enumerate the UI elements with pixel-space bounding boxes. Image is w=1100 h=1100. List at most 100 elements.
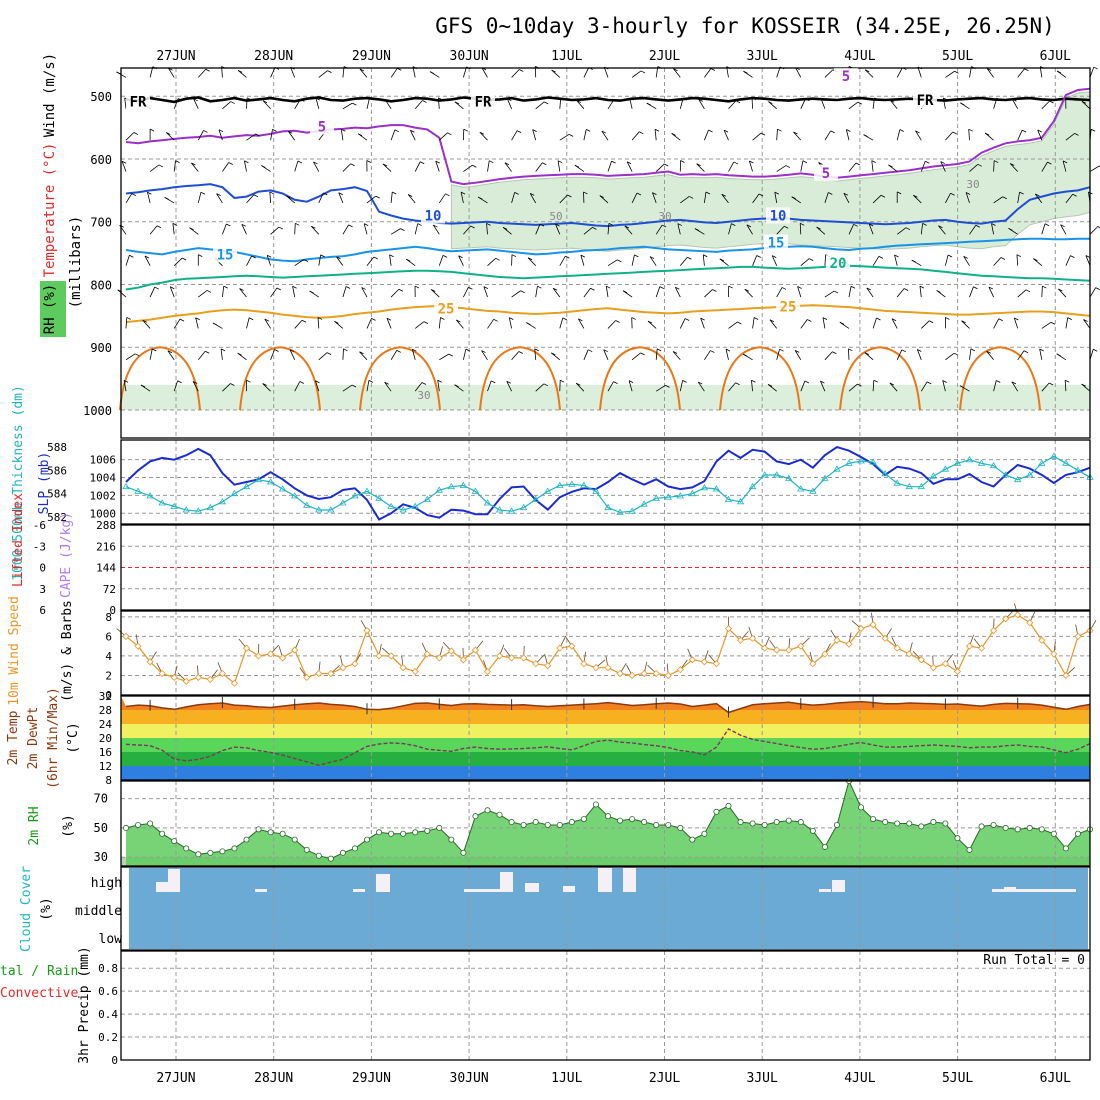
wind-barb (191, 162, 199, 172)
precip-legend-convective: Convective (0, 986, 78, 1001)
wind-barb-flag (818, 162, 823, 165)
wind-barb (270, 129, 273, 141)
wind-barb-flag (502, 227, 508, 230)
wind10-point (459, 656, 467, 664)
wind-barb-flag (760, 132, 766, 136)
wind-barb-flag (636, 192, 642, 196)
wind-barb (269, 191, 271, 203)
wind-barb-flag (580, 254, 586, 258)
rh2m-point (1038, 826, 1045, 833)
wind-barb-flag (361, 287, 366, 290)
wind-barb-flag (278, 226, 284, 230)
wind-barb (414, 161, 421, 172)
wind-barb-flag (1081, 100, 1087, 104)
thickness-point (917, 482, 926, 490)
wind-barb-flag (624, 225, 630, 229)
contour-label-5: 5 (822, 166, 830, 182)
wind-barb (969, 348, 972, 360)
wind-barb-flag (551, 69, 556, 73)
wind-barb (559, 317, 564, 329)
wind-barb (241, 224, 247, 235)
wind10-point (749, 634, 757, 642)
thickness-point (230, 489, 239, 497)
wind-barb-flag (519, 69, 524, 72)
contour-label-25: 25 (780, 299, 797, 315)
temp-band (121, 752, 1090, 766)
wind-barb (725, 348, 729, 360)
li-tick-label: 6 (39, 604, 46, 617)
rh-shading-low (121, 384, 1090, 410)
wind-barb (504, 162, 512, 172)
wind-barb-flag (516, 130, 522, 133)
wind-barb-flag (421, 382, 427, 385)
wind-barb (117, 289, 127, 298)
wind-barb (728, 321, 738, 329)
wind-barb (1089, 287, 1097, 298)
wind-barb-flag (239, 288, 244, 291)
wind-barb-flag (504, 162, 510, 166)
wind-barb (342, 286, 347, 298)
wind-barb (169, 286, 175, 298)
wind-barb-flag (470, 225, 475, 229)
panel-frame-precip (120, 950, 1091, 1061)
wind-barb-flag (744, 288, 750, 292)
wind-barb (580, 254, 585, 266)
contour-label-bg (814, 164, 838, 181)
rh2m-point (219, 848, 226, 855)
wind-barb-flag (603, 349, 608, 353)
wind10-point (580, 660, 588, 668)
rh2m-point (448, 836, 455, 843)
wind-barb-flag (1011, 381, 1017, 385)
wind-barb (262, 100, 271, 110)
wind-barb (752, 255, 758, 266)
wind-barb-flag (873, 379, 879, 383)
thickness-point (712, 485, 721, 492)
wind-barb-flag (350, 163, 355, 167)
wind-barb-flag (205, 68, 210, 72)
wind-barb-flag (756, 255, 761, 258)
wind-barb (286, 195, 295, 204)
wind-barb (697, 381, 705, 392)
thickness-point (158, 499, 166, 506)
thickness-point (772, 471, 781, 478)
wind-barb-flag (551, 352, 556, 356)
wind-barb-flag (288, 130, 293, 134)
panel-frame-upper (120, 67, 1091, 439)
wind-barb (704, 350, 711, 361)
cape-tick-label: 72 (103, 583, 116, 596)
wind-barb-flag (677, 223, 683, 226)
ylabel-temp-units: (°C) (66, 722, 81, 753)
wind-barb-flag (723, 129, 729, 133)
wind-barb-flag (1070, 255, 1075, 258)
wind-tick-label: 2 (105, 669, 112, 682)
wind-barb (168, 67, 175, 78)
wind-barb-flag (123, 379, 129, 383)
wind-barb (167, 350, 175, 361)
wind-barb-flag (216, 193, 221, 196)
wind-barb (1060, 224, 1067, 235)
thickness-point (1026, 471, 1034, 478)
wind-barb-flag (996, 97, 1001, 101)
wind-barb-flag (1024, 68, 1029, 72)
wind-barb (1017, 350, 1025, 361)
ylabel-2m-dewpt: 2m DewPt (26, 707, 41, 770)
wind-barb-flag (565, 255, 570, 259)
thickness-point (363, 487, 371, 494)
thickness-point (423, 495, 431, 502)
wind-barb (848, 348, 850, 360)
contour-label-bg (310, 118, 334, 135)
wind10-point (146, 658, 154, 666)
wind-barb-flag (998, 318, 1003, 322)
wind-barb-flag (179, 318, 185, 322)
wind-barb (679, 318, 686, 329)
wind-barb-flag (463, 128, 468, 132)
thickness-point (989, 461, 998, 469)
contour-label-bg (913, 92, 937, 109)
wind-barb-flag (1037, 129, 1042, 133)
wind-barb-flag (960, 102, 965, 106)
wind-barb (222, 162, 230, 172)
thickness-point (278, 485, 287, 492)
wind-barb (800, 319, 808, 329)
wind-barb-flag (262, 100, 268, 104)
wind10-point (1038, 636, 1046, 644)
